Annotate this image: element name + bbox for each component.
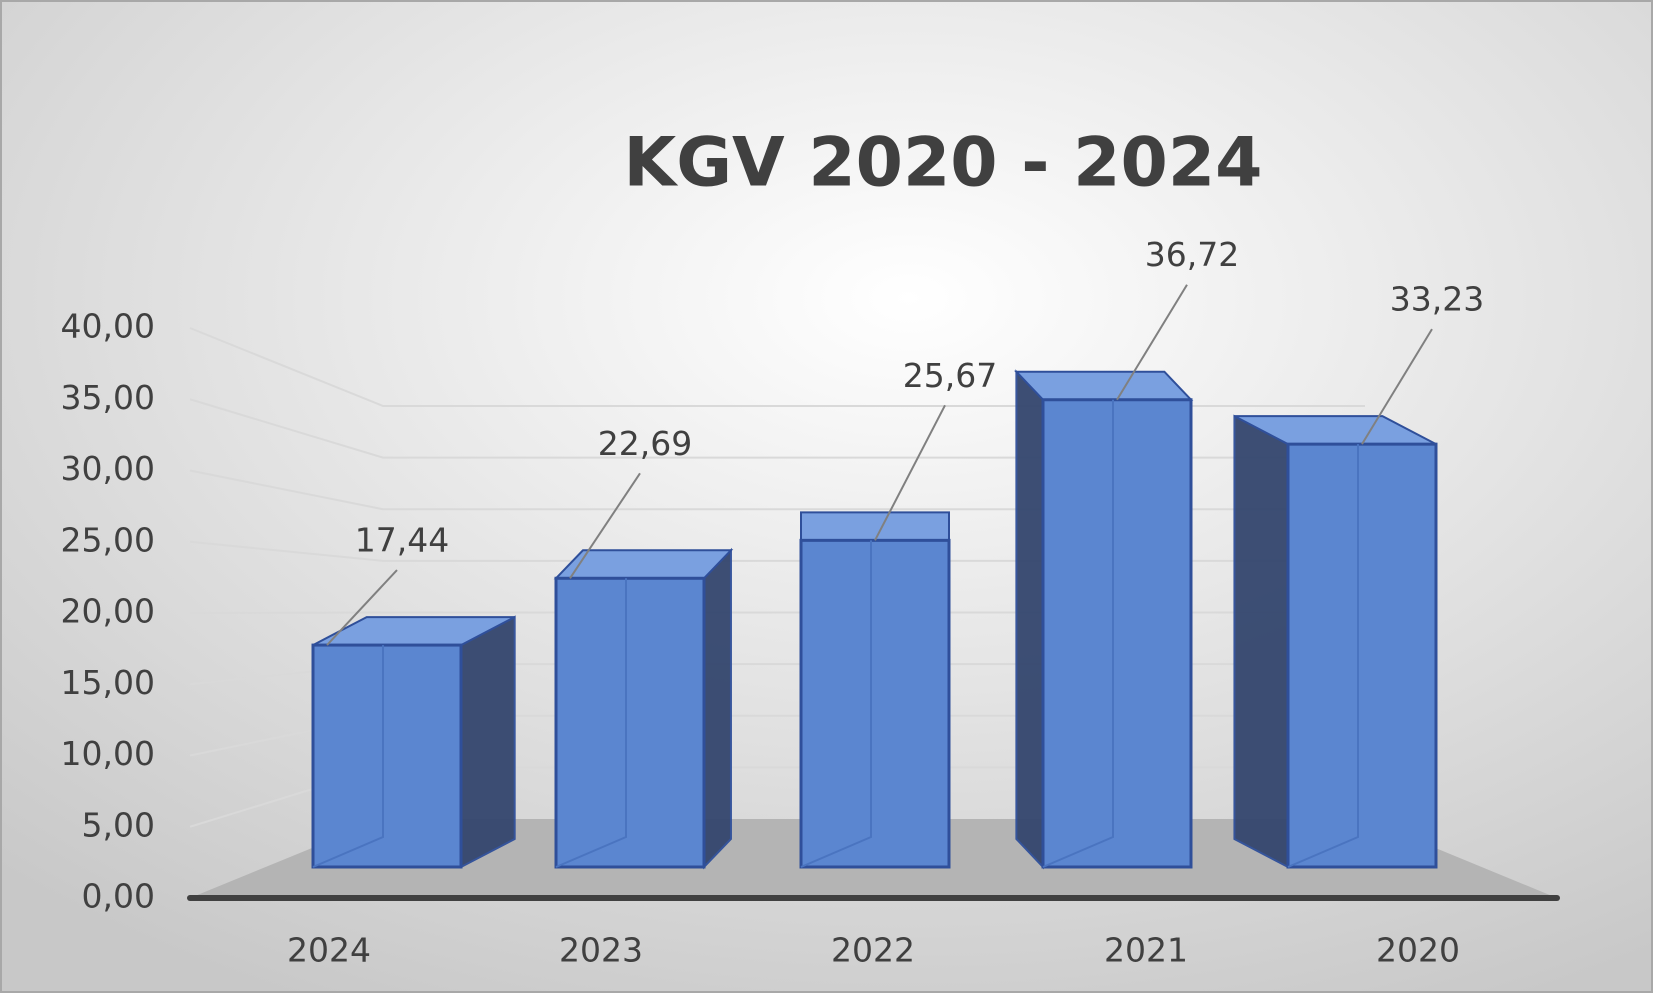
y-tick-label: 40,00	[61, 307, 155, 346]
leader-line	[1116, 284, 1188, 401]
bar	[554, 576, 706, 869]
y-tick-label: 5,00	[82, 805, 155, 844]
chart-title: KGV 2020 - 2024	[624, 124, 1263, 203]
y-tick-label: 0,00	[82, 877, 155, 916]
value-label: 25,67	[903, 356, 997, 395]
bar-side	[1233, 414, 1289, 869]
bar-edge	[1042, 399, 1114, 868]
x-tick-label: 2024	[287, 931, 371, 970]
y-tick-label: 20,00	[61, 592, 155, 631]
y-tick-label: 30,00	[61, 449, 155, 488]
bar	[311, 643, 463, 869]
leader-line	[874, 404, 946, 541]
bar-side	[1015, 369, 1044, 870]
x-tick-label: 2023	[559, 931, 643, 970]
y-tick-label: 25,00	[61, 520, 155, 559]
leader-line	[1361, 328, 1433, 445]
bar-edge	[312, 645, 384, 868]
y-tick-label: 10,00	[61, 734, 155, 773]
bar	[799, 538, 951, 869]
bar-edge	[555, 578, 627, 868]
value-label: 17,44	[355, 521, 449, 560]
x-tick-label: 2020	[1376, 931, 1460, 970]
leader-line	[569, 472, 641, 579]
bar	[1041, 398, 1193, 869]
bar-side	[703, 547, 732, 870]
y-tick-label: 15,00	[61, 663, 155, 702]
leader-line	[326, 569, 398, 646]
bar-side	[460, 615, 516, 869]
bar-edge	[1287, 444, 1359, 868]
bar-top	[553, 549, 734, 580]
bar-top	[800, 511, 950, 542]
value-label: 36,72	[1145, 235, 1239, 274]
bar-top	[1014, 370, 1194, 401]
bar	[1286, 442, 1438, 869]
value-label: 33,23	[1390, 280, 1484, 319]
x-tick-label: 2022	[831, 931, 915, 970]
bar-edge	[800, 540, 872, 868]
value-label: 22,69	[598, 424, 692, 463]
x-tick-label: 2021	[1104, 931, 1188, 970]
y-tick-label: 35,00	[61, 378, 155, 417]
